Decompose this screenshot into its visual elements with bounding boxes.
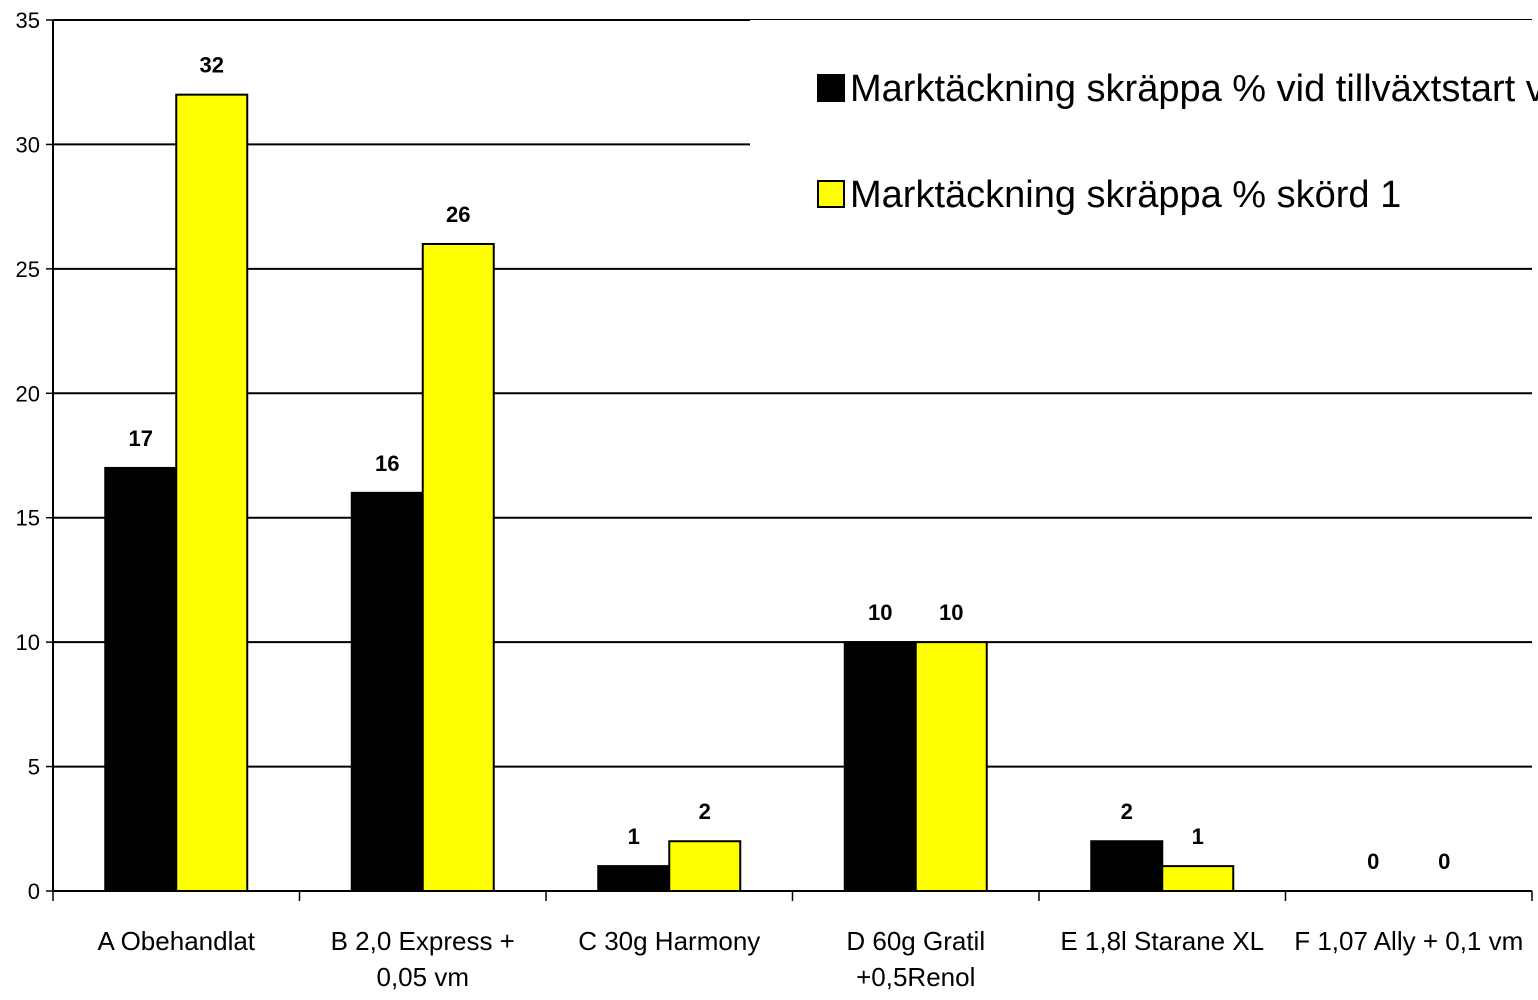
y-tick-label-0: 0 [28,879,40,904]
x-tick-label-5: E 1,8l Starane XL [1060,926,1264,956]
y-tick-label-15: 15 [16,506,40,531]
data-label-s2-c2: 26 [446,202,470,227]
bar-s1-c5 [1090,840,1164,893]
x-tick-label-line: +0,5Renol [856,962,975,992]
data-label-s1-c5: 2 [1121,799,1133,824]
legend: Marktäckning skräppa % vid tillväxtstart… [750,20,1538,242]
y-tick-label-10: 10 [16,630,40,655]
bar-s2-c4 [914,641,988,893]
y-tick-label-35: 35 [16,8,40,33]
bar-s2-c3 [668,840,742,893]
legend-label-2: Marktäckning skräppa % skörd 1 [850,174,1401,216]
bar-s2-c2 [421,242,495,892]
x-tick-label-line: 0,05 vm [377,962,470,992]
x-tick-label-line: C 30g Harmony [578,926,760,956]
data-label-s2-c6: 0 [1438,849,1450,874]
legend-swatch-2 [817,180,845,208]
data-label-s2-c3: 2 [699,799,711,824]
y-tick-label-20: 20 [16,381,40,406]
data-label-s1-c6: 0 [1367,849,1379,874]
x-tick-label-1: A Obehandlat [97,926,255,956]
x-tick-label-3: C 30g Harmony [578,926,760,956]
bar-s1-c3 [597,865,671,892]
x-tick-label-line: D 60g Gratil [846,926,985,956]
bar-s1-c4 [843,641,917,893]
legend-swatch-1 [817,74,845,102]
bar-s1-c2 [350,491,424,892]
y-tick-label-30: 30 [16,132,40,157]
y-tick-label-5: 5 [28,755,40,780]
x-tick-label-line: A Obehandlat [97,926,255,956]
data-label-s2-c5: 1 [1192,824,1204,849]
legend-box [750,20,1532,242]
x-tick-label-line: F 1,07 Ally + 0,1 vm [1294,926,1523,956]
x-tick-label-line: B 2,0 Express + [331,926,515,956]
data-label-s1-c4: 10 [868,600,892,625]
data-label-s2-c1: 32 [200,53,224,78]
data-label-s1-c2: 16 [375,451,399,476]
x-tick-label-6: F 1,07 Ally + 0,1 vm [1294,926,1523,956]
bar-s2-c1 [175,93,249,892]
x-tick-label-4: D 60g Gratil +0,5Renol [846,926,985,992]
data-label-s1-c3: 1 [628,824,640,849]
bar-s1-c1 [104,466,178,892]
bar-s2-c5 [1161,865,1235,892]
x-tick-label-line: E 1,8l Starane XL [1060,926,1264,956]
bars [104,93,1235,893]
x-tick-label-2: B 2,0 Express + 0,05 vm [331,926,515,992]
legend-label-1: Marktäckning skräppa % vid tillväxtstart… [850,68,1538,110]
data-label-s1-c1: 17 [129,426,153,451]
data-label-s2-c4: 10 [939,600,963,625]
y-tick-label-25: 25 [16,257,40,282]
